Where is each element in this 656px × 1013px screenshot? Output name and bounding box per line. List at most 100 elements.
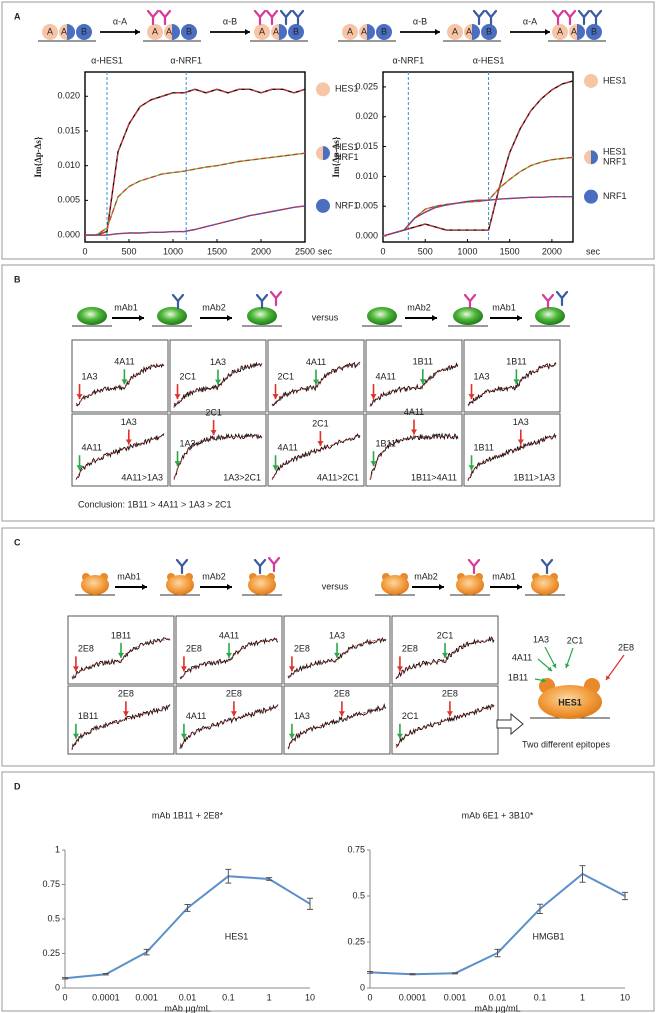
arrow-head xyxy=(76,394,83,400)
antibody xyxy=(589,9,603,26)
legend-label: HES1 NRF1 xyxy=(335,143,361,163)
trace-frame xyxy=(67,685,175,755)
antibody-label: 4A11 xyxy=(186,711,206,721)
antibody-label: 1B11 xyxy=(506,357,526,367)
legend-marker xyxy=(316,198,330,213)
x-tick-label: 1500 xyxy=(207,246,227,256)
trace-fit xyxy=(179,639,279,679)
x-tick-label: 1 xyxy=(267,992,272,1002)
antibody-label: 4A11 xyxy=(278,443,298,453)
site xyxy=(76,24,92,40)
arrow-head xyxy=(174,394,181,400)
y-tick-label: 0.75 xyxy=(347,844,365,854)
y-tick-label: 0.020 xyxy=(57,91,80,101)
trace-fit xyxy=(271,364,361,407)
x-tick-label: 0.001 xyxy=(444,992,467,1002)
label: A xyxy=(152,26,158,36)
y-tick-label: 0 xyxy=(55,982,60,992)
arrow-head xyxy=(72,733,79,739)
trace-fit xyxy=(75,364,165,407)
antibody-label: 4A11 xyxy=(114,357,134,367)
series-line xyxy=(382,80,574,237)
arrow-head xyxy=(317,441,324,447)
panel-label: C xyxy=(14,537,21,547)
arrow-head xyxy=(545,29,550,35)
arrow-head xyxy=(245,29,250,35)
trace xyxy=(369,432,459,481)
site xyxy=(254,24,270,40)
label: mAb1 xyxy=(114,302,138,312)
antibody-label: 1B11 xyxy=(413,356,433,366)
trace-fit xyxy=(71,706,171,749)
label: A xyxy=(347,26,353,36)
arrow-head xyxy=(72,666,79,672)
site-half xyxy=(172,24,180,40)
protein xyxy=(531,575,559,595)
antibody-label: 4A11 xyxy=(219,630,239,640)
error-bar xyxy=(266,877,273,881)
annotation: α-HES1 xyxy=(473,55,505,65)
y-axis-label: Im{Δp-Δs} xyxy=(33,136,43,177)
error-bar xyxy=(307,897,313,910)
series-line xyxy=(64,875,311,980)
x-tick-label: 0.001 xyxy=(135,992,158,1002)
arrow-head xyxy=(517,315,522,321)
arrow-head xyxy=(135,29,140,35)
arrow-head xyxy=(125,439,132,445)
antibody xyxy=(158,9,172,26)
x-tick-label: 0.1 xyxy=(222,992,235,1002)
antibody xyxy=(171,293,185,310)
arrow-head xyxy=(396,733,403,739)
legend-label: HES1 xyxy=(603,75,627,85)
antibody-label: 1A3 xyxy=(121,417,137,427)
y-tick-label: 0.000 xyxy=(57,229,80,239)
legend-marker xyxy=(584,189,598,204)
trace xyxy=(395,704,495,747)
antibody-label: 4A11 xyxy=(376,371,396,381)
y-tick-label: 0.025 xyxy=(355,81,378,91)
arrow-head xyxy=(180,666,187,672)
trace xyxy=(395,635,495,680)
antibody xyxy=(265,9,279,26)
label: 2C1 xyxy=(567,635,584,645)
antibody xyxy=(175,558,189,575)
result-label: 4A11>2C1 xyxy=(317,472,359,482)
legend-marker xyxy=(584,150,591,165)
antibody xyxy=(555,290,569,307)
label: mAb1 xyxy=(492,302,516,312)
antibody-label: 1B11 xyxy=(111,630,131,640)
arrow-head xyxy=(121,379,128,385)
trace xyxy=(71,704,171,750)
x-tick-label: 2000 xyxy=(542,246,562,256)
arrow-head xyxy=(565,663,570,668)
panel-frame xyxy=(1,1,655,260)
arrow-head xyxy=(227,315,232,321)
antibody xyxy=(291,9,305,26)
panel-frame xyxy=(1,527,655,767)
site-half xyxy=(367,24,375,40)
error-bar xyxy=(225,868,232,884)
x-tick-label: 0.0001 xyxy=(92,992,120,1002)
antibody-label: 1A3 xyxy=(82,371,98,381)
y-tick-label: 0.015 xyxy=(355,141,378,151)
antibody-label: 2C1 xyxy=(205,407,222,417)
trace xyxy=(76,433,165,479)
label: mAb2 xyxy=(202,571,226,581)
label: α-A xyxy=(113,16,127,26)
trace xyxy=(173,432,263,479)
arrow-head xyxy=(396,666,403,672)
antibody-label: 4A11 xyxy=(404,407,424,417)
plot-frame xyxy=(382,71,574,243)
label: B xyxy=(293,26,299,36)
label: B xyxy=(486,26,492,36)
label: α-A xyxy=(523,16,537,26)
arrow-head xyxy=(606,675,611,680)
antibody-label: 1A3 xyxy=(294,711,310,721)
antibody xyxy=(255,293,269,310)
legend-label: NRF1 xyxy=(335,200,359,210)
trace xyxy=(467,361,557,406)
label: versus xyxy=(312,312,339,322)
arrow-head xyxy=(411,429,417,435)
error-bar xyxy=(184,904,191,912)
